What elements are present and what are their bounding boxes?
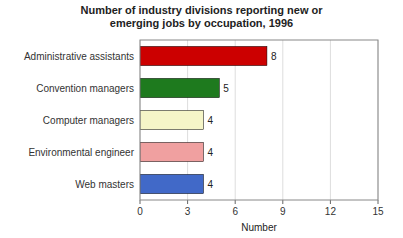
bar [140,46,267,65]
category-label: Computer managers [43,115,134,126]
bars [140,46,267,193]
tick-label: 6 [232,206,238,217]
chart-title-line: emerging jobs by occupation, 1996 [110,17,293,29]
chart-svg: Number of industry divisions reporting n… [0,0,403,238]
x-axis-label: Number [241,222,277,233]
tick-mark [330,200,331,204]
grid-line [282,40,283,200]
tick-mark [140,200,141,204]
y-axis: Web masters Environmental engineer Compute… [24,51,135,190]
grid-line [330,40,331,200]
category-label: Environmental engineer [28,147,134,158]
bar [140,142,203,161]
tick-mark [282,200,283,204]
tick-label: 9 [280,206,286,217]
data-labels: 4 4 4 5 8 [207,51,276,190]
tick-label: 0 [137,206,143,217]
bar [140,110,203,129]
tick-mark [187,200,188,204]
chart-title: Number of industry divisions reporting n… [80,4,323,29]
data-label: 4 [207,115,213,126]
tick-label: 12 [325,206,337,217]
bar [140,78,219,97]
category-label: Convention managers [36,83,134,94]
grid [140,40,378,200]
category-label: Web masters [75,179,134,190]
tick-label: 15 [372,206,384,217]
data-label: 8 [271,51,277,62]
tick-label: 3 [185,206,191,217]
category-label: Administrative assistants [24,51,134,62]
chart-container: Number of industry divisions reporting n… [0,0,403,238]
data-label: 4 [207,147,213,158]
chart-title-line: Number of industry divisions reporting n… [80,4,323,16]
tick-mark [378,200,379,204]
x-axis: 0 3 6 9 12 15 [137,200,384,217]
tick-mark [235,200,236,204]
bar [140,174,203,193]
data-label: 5 [223,83,229,94]
data-label: 4 [207,179,213,190]
plot-frame [140,40,378,200]
